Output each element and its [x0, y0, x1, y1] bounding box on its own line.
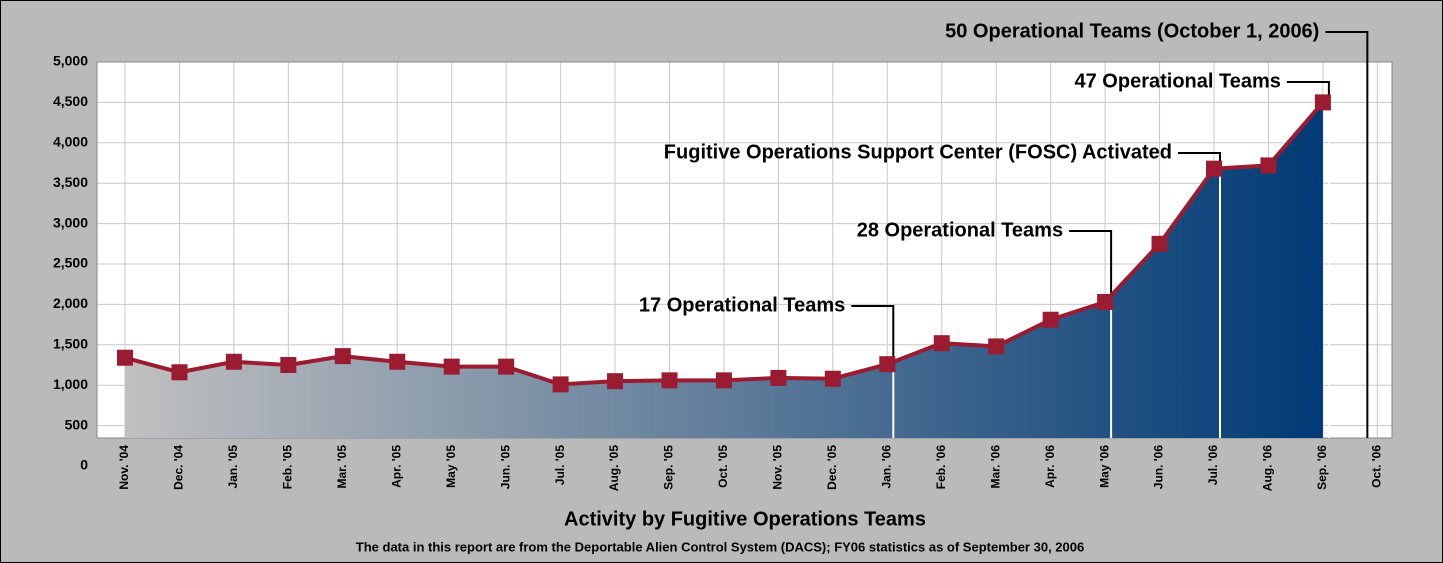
- marker: [443, 358, 460, 375]
- annotation: 28 Operational Teams: [857, 219, 1063, 241]
- x-tick-label: Feb. '06: [934, 445, 948, 490]
- marker: [334, 348, 351, 365]
- x-tick-label: Oct. '06: [1370, 445, 1384, 488]
- marker: [171, 364, 188, 381]
- annotation: 47 Operational Teams: [1075, 70, 1281, 92]
- y-tick-label: 2,500: [53, 255, 88, 271]
- marker: [879, 356, 896, 373]
- chart-subtitle: The data in this report are from the Dep…: [356, 539, 1084, 554]
- x-tick-label: Jun. '06: [1152, 445, 1166, 490]
- marker: [280, 357, 297, 373]
- x-tick-label: Feb. '05: [281, 445, 295, 490]
- x-tick-label: May '05: [444, 445, 458, 488]
- x-tick-label: Jun. '05: [498, 445, 512, 490]
- x-tick-label: May '06: [1097, 445, 1111, 488]
- y-tick-label: 4,500: [53, 93, 88, 109]
- marker: [1042, 311, 1059, 328]
- y-tick-label: 500: [65, 416, 89, 432]
- y-tick-label: 5,000: [53, 53, 88, 69]
- x-tick-label: Apr. '06: [1043, 445, 1057, 488]
- x-tick-label: Nov. '04: [117, 445, 131, 490]
- x-tick-label: Mar. '05: [335, 445, 349, 489]
- y-tick-label: 4,000: [53, 134, 88, 150]
- y-tick-label: 0: [80, 457, 88, 473]
- marker: [552, 376, 569, 393]
- marker: [715, 372, 732, 389]
- y-tick-label: 1,500: [53, 336, 88, 352]
- x-tick-label: Jul. '05: [553, 445, 567, 486]
- x-tick-label: Jul. '06: [1206, 445, 1220, 486]
- x-tick-label: Aug. '05: [607, 445, 621, 492]
- y-tick-label: 3,500: [53, 174, 88, 190]
- x-tick-label: Aug. '06: [1261, 445, 1275, 492]
- chart-title: Activity by Fugitive Operations Teams: [564, 508, 926, 530]
- x-tick-label: Jan. '06: [879, 445, 893, 489]
- x-tick-label: Nov. '05: [771, 445, 785, 490]
- annotation-leader: [851, 305, 895, 365]
- marker: [1206, 160, 1222, 177]
- annotation: 17 Operational Teams: [639, 294, 845, 316]
- y-tick-label: 1,000: [53, 376, 88, 392]
- x-tick-label: Mar. '06: [988, 445, 1002, 489]
- marker: [661, 372, 678, 389]
- annotation-leader: [1069, 230, 1113, 302]
- marker: [933, 335, 950, 352]
- marker: [1314, 94, 1331, 111]
- marker: [225, 353, 242, 370]
- marker: [1260, 157, 1277, 174]
- annotation: Fugitive Operations Support Center (FOSC…: [664, 141, 1172, 163]
- marker: [498, 358, 515, 375]
- x-tick-label: Dec. '04: [172, 445, 186, 490]
- marker: [117, 349, 133, 366]
- marker: [389, 353, 406, 370]
- x-tick-label: Apr. '05: [389, 445, 403, 488]
- y-tick-label: 3,000: [53, 214, 88, 230]
- marker: [824, 370, 841, 387]
- x-tick-label: Oct. '05: [716, 445, 730, 488]
- y-tick-label: 2,000: [53, 295, 88, 311]
- marker: [1151, 235, 1168, 252]
- annotation-leader: [1325, 31, 1369, 438]
- annotation: 50 Operational Teams (October 1, 2006): [945, 20, 1319, 42]
- marker: [1097, 293, 1114, 310]
- area: [125, 102, 1323, 439]
- x-tick-label: Jan. '05: [226, 445, 240, 489]
- x-tick-label: Dec. '05: [825, 445, 839, 490]
- x-tick-label: Sep. '05: [662, 445, 676, 490]
- marker: [988, 338, 1005, 355]
- marker: [607, 373, 624, 390]
- x-tick-label: Sep. '06: [1315, 445, 1329, 490]
- marker: [770, 369, 787, 386]
